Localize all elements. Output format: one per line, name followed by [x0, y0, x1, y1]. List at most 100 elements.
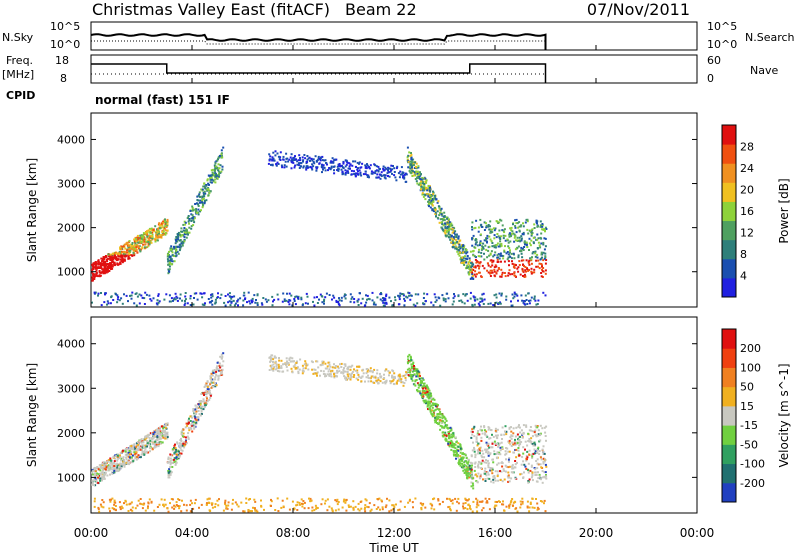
echo-cell [511, 441, 514, 444]
echo-cell [207, 182, 210, 185]
echo-cell [111, 472, 114, 475]
echo-cell [227, 293, 229, 296]
echo-cell [340, 299, 343, 302]
echo-cell [165, 423, 168, 426]
echo-cell [446, 227, 449, 230]
echo-cell [510, 477, 513, 480]
echo-cell [203, 199, 206, 202]
echo-cell [498, 302, 500, 305]
echo-cell [324, 296, 327, 299]
echo-cell [109, 500, 112, 503]
echo-cell [176, 441, 179, 444]
echo-cell [488, 254, 491, 257]
echo-cell [271, 159, 274, 162]
echo-cell [479, 255, 482, 258]
echo-cell [189, 297, 192, 300]
echo-cell [201, 188, 204, 191]
echo-cell [274, 356, 277, 359]
echo-cell [517, 245, 520, 248]
echo-cell [157, 294, 160, 297]
echo-cell [303, 507, 306, 510]
echo-cell [537, 429, 540, 432]
echo-cell [179, 293, 182, 296]
echo-cell [491, 441, 494, 444]
echo-cell [428, 193, 431, 196]
echo-cell [526, 268, 529, 270]
echo-cell [156, 229, 158, 232]
echo-cell [101, 476, 104, 479]
echo-cell [352, 160, 355, 163]
echo-cell [94, 477, 97, 480]
echo-cell [338, 299, 341, 302]
echo-cell [107, 469, 110, 472]
echo-cell [208, 189, 210, 192]
echo-cell [206, 381, 209, 383]
echo-cell [467, 461, 470, 464]
echo-cell [171, 461, 174, 464]
echo-cell [423, 292, 426, 295]
echo-cell [92, 469, 95, 472]
echo-cell [133, 302, 136, 305]
echo-cell [322, 360, 325, 363]
echo-cell [513, 440, 516, 443]
echo-cell [393, 372, 396, 375]
echo-cell [296, 366, 299, 369]
echo-cell [456, 500, 459, 503]
echo-cell [486, 459, 489, 462]
echo-cell [520, 252, 523, 255]
echo-cell [439, 209, 442, 212]
echo-cell [446, 226, 449, 228]
echo-cell [118, 251, 121, 253]
echo-cell [196, 195, 199, 198]
echo-cell [303, 363, 306, 366]
echo-cell [489, 302, 492, 305]
echo-cell [535, 303, 538, 306]
echo-cell [209, 176, 212, 179]
echo-cell [217, 504, 220, 507]
echo-cell [189, 420, 192, 422]
echo-cell [217, 174, 220, 177]
echo-cell [216, 296, 219, 299]
echo-cell [377, 165, 380, 168]
echo-cell [536, 247, 539, 250]
echo-cell [149, 239, 152, 242]
echo-cell [190, 423, 193, 426]
echo-cell [436, 210, 439, 213]
echo-cell [224, 501, 227, 504]
echo-cell [493, 274, 496, 277]
echo-cell [490, 259, 493, 262]
echo-cell [203, 386, 206, 388]
echo-cell [163, 498, 166, 501]
echo-cell [270, 505, 272, 507]
echo-cell [499, 446, 502, 449]
echo-cell [144, 509, 147, 512]
echo-cell [95, 262, 98, 265]
echo-cell [520, 294, 523, 297]
echo-cell [106, 467, 109, 470]
echo-cell [337, 367, 340, 370]
echo-cell [149, 450, 151, 453]
echo-cell [398, 296, 401, 299]
echo-cell [286, 497, 289, 500]
echo-cell [218, 369, 221, 372]
noise-left-tick-high: 10^5 [50, 20, 80, 33]
echo-cell [436, 201, 439, 204]
echo-cell [461, 458, 464, 461]
echo-cell [333, 296, 336, 299]
echo-cell [481, 300, 484, 303]
echo-cell [120, 255, 122, 258]
echo-cell [518, 444, 521, 447]
echo-cell [371, 299, 374, 302]
echo-cell [535, 460, 538, 462]
echo-cell [338, 164, 341, 167]
echo-cell [412, 303, 415, 306]
echo-cell [134, 449, 137, 452]
echo-cell [332, 366, 335, 369]
echo-cell [399, 379, 402, 382]
echo-cell [348, 165, 351, 168]
echo-cell [122, 460, 125, 463]
echo-cell [126, 454, 129, 457]
echo-cell [184, 442, 187, 444]
echo-cell [158, 431, 161, 434]
echo-cell [139, 439, 142, 442]
